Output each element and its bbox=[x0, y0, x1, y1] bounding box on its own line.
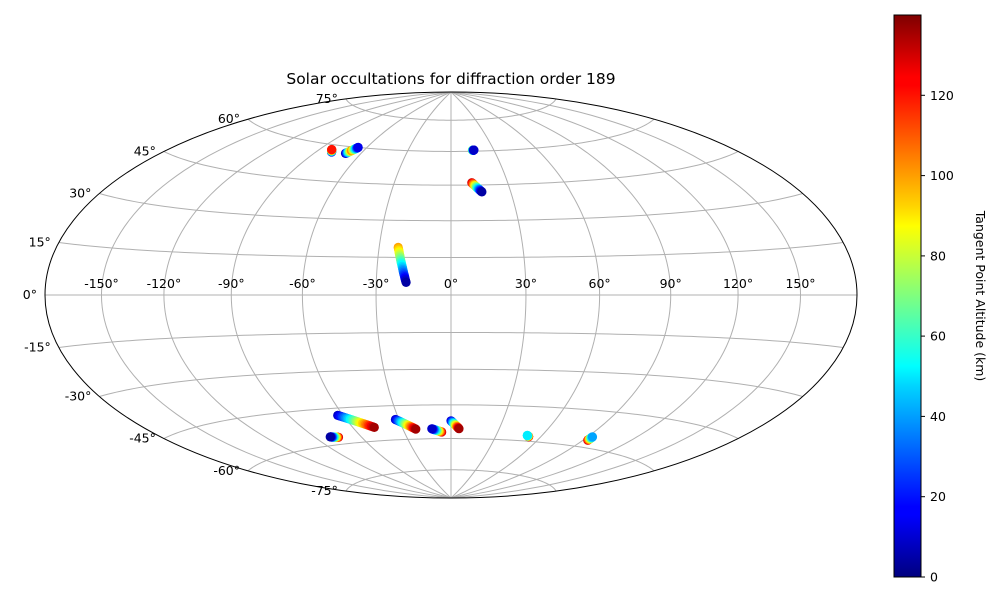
latitude-tick-label: 0° bbox=[23, 287, 37, 302]
colorbar-tick-label: 20 bbox=[930, 489, 946, 504]
parallel-line bbox=[99, 368, 803, 397]
latitude-tick-label: -15° bbox=[24, 340, 51, 355]
longitude-tick-label: -150° bbox=[84, 276, 119, 291]
data-point bbox=[369, 422, 379, 432]
parallel-line bbox=[99, 193, 803, 222]
latitude-tick-label: 45° bbox=[134, 144, 156, 159]
latitude-tick-label: 60° bbox=[218, 111, 240, 126]
latitude-tick-label: 15° bbox=[29, 235, 51, 250]
parallel-line bbox=[345, 469, 557, 492]
longitude-tick-label: -60° bbox=[289, 276, 316, 291]
parallel-line bbox=[247, 118, 655, 152]
longitude-tick-label: 90° bbox=[660, 276, 682, 291]
colorbar-tick-label: 60 bbox=[930, 329, 946, 344]
latitude-tick-label: -60° bbox=[213, 463, 240, 478]
chart-title: Solar occultations for diffraction order… bbox=[286, 70, 615, 88]
occultation-points bbox=[325, 142, 598, 445]
longitude-tick-label: -30° bbox=[363, 276, 390, 291]
latitude-tick-label: -75° bbox=[311, 483, 338, 498]
colorbar-label: Tangent Point Altitude (km) bbox=[973, 210, 988, 382]
parallel-line bbox=[163, 404, 739, 439]
colorbar-ticks: 0 20 40 60 80 100 120 bbox=[921, 88, 954, 585]
parallel-line bbox=[58, 241, 844, 259]
colorbar-tick-label: 100 bbox=[930, 168, 954, 183]
colorbar-tick-label: 120 bbox=[930, 88, 954, 103]
colorbar-tick-label: 40 bbox=[930, 409, 946, 424]
longitude-tick-label: 150° bbox=[785, 276, 815, 291]
data-point bbox=[353, 142, 363, 152]
data-point bbox=[469, 145, 479, 155]
latitude-tick-label: -30° bbox=[65, 389, 92, 404]
data-point bbox=[587, 432, 598, 442]
latitude-tick-label: 30° bbox=[69, 186, 91, 201]
longitude-tick-label: -90° bbox=[218, 276, 245, 291]
longitude-tick-label: 0° bbox=[444, 276, 458, 291]
data-point bbox=[327, 144, 337, 155]
longitude-tick-label: 60° bbox=[589, 276, 611, 291]
parallel-line bbox=[247, 438, 655, 472]
longitude-tick-labels: -150° -120° -90° -60° -30° 0° 30° 60° 90° 120° 150… bbox=[84, 276, 815, 291]
data-point bbox=[325, 432, 335, 442]
latitude-tick-label: -45° bbox=[129, 431, 156, 446]
latitude-tick-label: 75° bbox=[316, 91, 338, 106]
longitude-tick-label: 120° bbox=[723, 276, 753, 291]
data-point bbox=[477, 187, 487, 197]
colorbar-gradient bbox=[893, 14, 922, 578]
longitude-tick-label: 30° bbox=[515, 276, 537, 291]
latitude-tick-labels: 75° 60° 45° 30° 15° 0° -15° -30° -45° -60° -75° bbox=[23, 91, 338, 498]
colorbar: 0 20 40 60 80 100 120 Tangent Point Altitude (… bbox=[893, 14, 988, 585]
parallel-line bbox=[345, 98, 557, 121]
parallel-line bbox=[163, 151, 739, 186]
map-boundary bbox=[44, 91, 858, 499]
data-point bbox=[427, 424, 437, 434]
colorbar-tick-label: 0 bbox=[930, 570, 938, 585]
data-point bbox=[454, 424, 464, 434]
colorbar-tick-label: 80 bbox=[930, 248, 946, 263]
map-grid bbox=[45, 92, 857, 498]
parallel-line bbox=[58, 331, 844, 349]
data-point bbox=[401, 277, 411, 287]
data-point bbox=[411, 424, 421, 434]
data-point bbox=[522, 430, 532, 440]
longitude-tick-label: -120° bbox=[147, 276, 182, 291]
